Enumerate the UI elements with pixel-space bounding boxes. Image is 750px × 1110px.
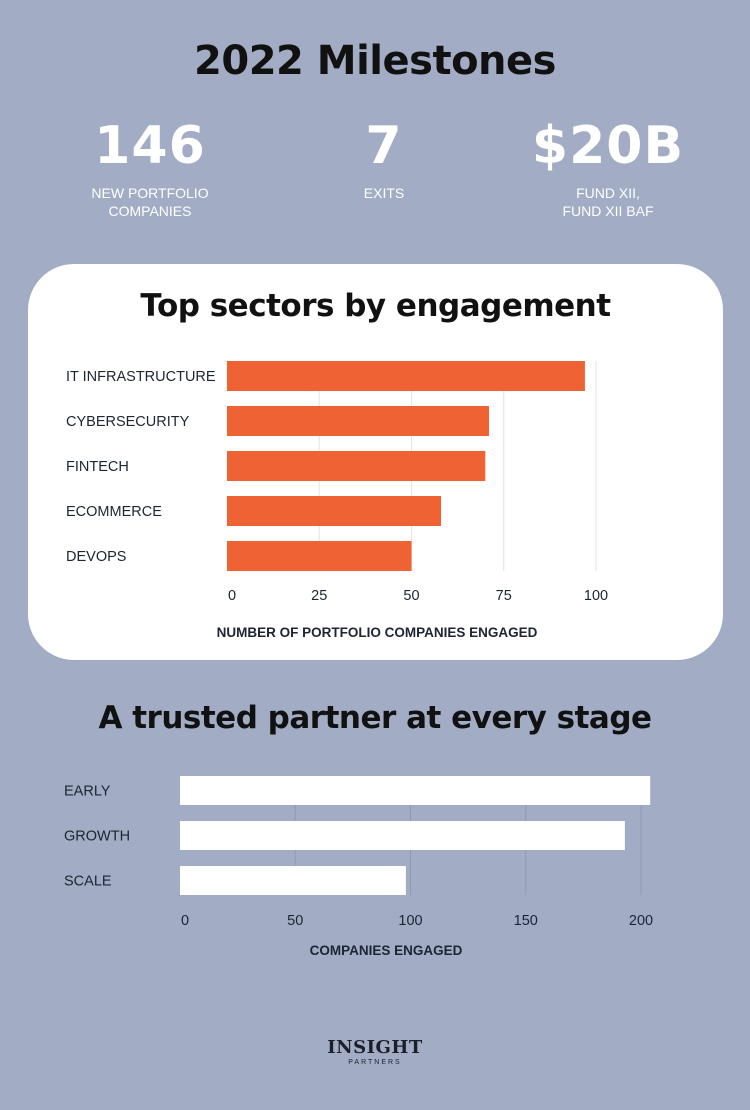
stat-value: 7: [365, 116, 403, 176]
stat-exits: 7 EXITS: [264, 116, 504, 202]
x-tick-label: 150: [514, 913, 538, 929]
category-label: DEVOPS: [66, 549, 126, 565]
x-tick-label: 0: [181, 913, 189, 929]
sectors-bar-chart: IT INFRASTRUCTURE CYBERSECURITY FINTECH ECO…: [66, 361, 608, 640]
bar-devops: [227, 541, 412, 571]
x-tick-label: 75: [496, 588, 512, 604]
bar-it-infrastructure: [227, 361, 585, 391]
stat-label: FUND XII, FUND XII BAF: [562, 185, 654, 219]
x-tick-label: 200: [629, 913, 653, 929]
stages-bar-chart: EARLY GROWTH SCALE 0 50 100 150 200 COMPANIES EN…: [64, 776, 653, 958]
bar-growth: [180, 821, 625, 850]
sectors-chart-title: Top sectors by engagement: [140, 288, 611, 324]
bar-early: [180, 776, 651, 805]
sectors-chart-card: Top sectors by engagement IT INFRASTRUCT…: [28, 264, 723, 660]
x-tick-label: 0: [228, 588, 236, 604]
category-label: SCALE: [64, 874, 112, 890]
stat-label: EXITS: [363, 185, 405, 201]
logo-wordmark: INSIGHT: [327, 1037, 423, 1058]
x-tick-label: 50: [403, 588, 419, 604]
bar-fintech: [227, 451, 486, 481]
insight-partners-logo: INSIGHT PARTNERS: [0, 1038, 750, 1067]
stat-fund-size: $20B FUND XII, FUND XII BAF: [488, 116, 728, 220]
category-label: EARLY: [64, 784, 111, 800]
category-label: CYBERSECURITY: [66, 414, 190, 430]
category-label: ECOMMERCE: [66, 504, 162, 520]
page-title: 2022 Milestones: [194, 38, 556, 84]
bar-cybersecurity: [227, 406, 489, 436]
category-label: IT INFRASTRUCTURE: [66, 369, 216, 385]
logo-subtitle: PARTNERS: [348, 1059, 402, 1066]
stat-new-portfolio-companies: 146 NEW PORTFOLIO COMPANIES: [30, 116, 270, 220]
x-tick-label: 100: [584, 588, 608, 604]
stat-value: $20B: [531, 116, 685, 176]
category-label: FINTECH: [66, 459, 129, 475]
bar-scale: [180, 866, 406, 895]
x-axis-label: NUMBER OF PORTFOLIO COMPANIES ENGAGED: [217, 625, 538, 640]
bar-ecommerce: [227, 496, 442, 526]
x-axis-label: COMPANIES ENGAGED: [310, 943, 463, 958]
stages-chart-title: A trusted partner at every stage: [98, 700, 652, 736]
x-tick-label: 50: [287, 913, 303, 929]
x-tick-label: 100: [398, 913, 422, 929]
stat-value: 146: [94, 116, 206, 176]
x-tick-label: 25: [311, 588, 327, 604]
category-label: GROWTH: [64, 829, 130, 845]
stat-label: NEW PORTFOLIO COMPANIES: [91, 185, 209, 219]
